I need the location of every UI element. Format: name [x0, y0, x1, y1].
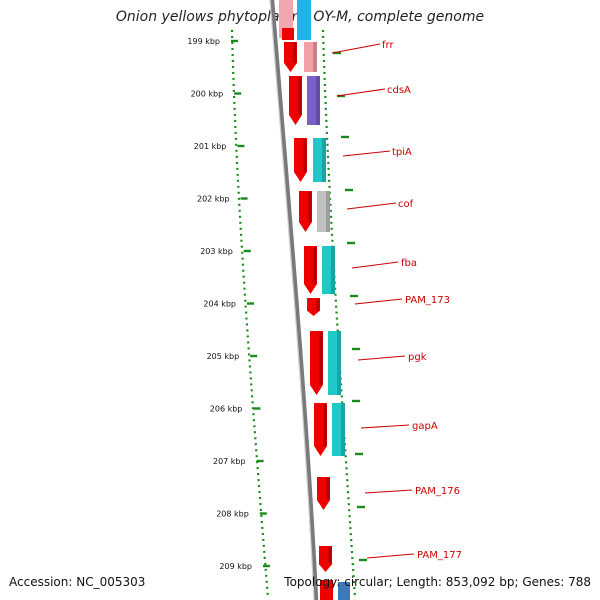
cog-category-bar [317, 191, 330, 232]
cog-bar-shading [341, 403, 345, 456]
cds-arrow[interactable] [319, 546, 332, 572]
ruler-tick-label: 204 kbp [203, 300, 236, 309]
label-leader-line [360, 424, 410, 429]
label-leader-line [336, 88, 386, 97]
label-leader-line [346, 202, 397, 210]
cog-category-bar [304, 42, 317, 72]
partial-cds-bottom [320, 580, 333, 600]
label-leader-line [366, 553, 415, 559]
label-leader-line [364, 489, 413, 494]
partial-cog-bar [297, 0, 311, 40]
gene-label-pgk[interactable]: pgk [408, 352, 427, 363]
cog-category-bar [313, 138, 326, 182]
cog-bar-shading [326, 191, 330, 232]
genome-backbone [269, 0, 319, 600]
ruler-tick-label: 201 kbp [194, 142, 227, 151]
ruler-tick-label: 205 kbp [207, 352, 240, 361]
cds-arrow[interactable] [307, 298, 320, 316]
cog-bar-shading [316, 76, 320, 125]
cds-arrow[interactable] [314, 403, 327, 456]
kbp-tick-group: 199 kbp 200 kbp 201 kbp 202 kbp 203 kbp 204 k… [187, 37, 270, 571]
gene-label-frr[interactable]: frr [382, 40, 394, 51]
gene-label-cdsa[interactable]: cdsA [387, 85, 411, 96]
partial-cds-arrow [282, 28, 294, 40]
gene-label-cof[interactable]: cof [398, 199, 414, 210]
label-leader-line [331, 43, 381, 54]
ruler-tick-label: 200 kbp [191, 90, 224, 99]
cds-arrow[interactable] [299, 191, 312, 232]
ruler-tick-label: 206 kbp [210, 405, 243, 414]
cds-arrow[interactable] [289, 76, 302, 125]
cog-category-bar [332, 403, 345, 456]
ruler-tick-label: 207 kbp [213, 457, 246, 466]
gene-label-tpia[interactable]: tpiA [392, 147, 412, 158]
cog-bar-shading [337, 331, 341, 395]
gene-label-fba[interactable]: fba [401, 258, 417, 269]
ruler-tick-label: 208 kbp [216, 510, 249, 519]
ruler-tick-label: 199 kbp [187, 37, 220, 46]
cds-arrow[interactable] [310, 331, 323, 395]
ruler-tick-label: 202 kbp [197, 195, 230, 204]
gene-label-gapa[interactable]: gapA [412, 421, 438, 432]
gene-label-pam_173[interactable]: PAM_173 [405, 295, 450, 306]
cog-category-bar [328, 331, 341, 395]
cds-arrow[interactable] [284, 42, 297, 72]
cog-category-bar [307, 76, 320, 125]
partial-cog-bar-bottom [338, 582, 350, 600]
outer-dotted-line [321, 29, 357, 599]
ruler-tick-label: 209 kbp [219, 562, 252, 571]
cog-bar-shading [313, 42, 317, 72]
label-leader-line [357, 355, 406, 361]
label-leader-line [342, 150, 391, 157]
cog-bar-shading [322, 138, 326, 182]
cds-arrow[interactable] [294, 138, 307, 182]
cds-arrow[interactable] [317, 477, 330, 510]
gene-label-pam_177[interactable]: PAM_177 [417, 550, 462, 561]
accession-text: Accession: NC_005303 [9, 575, 146, 589]
cog-category-bar [322, 246, 335, 294]
gene-feature-group [279, 0, 350, 600]
ruler-dotted-line [230, 29, 270, 599]
gene-label-pam_176[interactable]: PAM_176 [415, 486, 460, 497]
genome-stats-text: Topology: circular; Length: 853,092 bp; … [284, 575, 591, 589]
outer-tick-group [333, 51, 367, 562]
cds-arrow[interactable] [304, 246, 317, 294]
ruler-tick-label: 203 kbp [200, 247, 233, 256]
genome-backbone-highlight [269, 0, 315, 600]
label-leader-line [354, 298, 403, 305]
cog-bar-shading [331, 246, 335, 294]
label-leader-line [351, 261, 399, 269]
